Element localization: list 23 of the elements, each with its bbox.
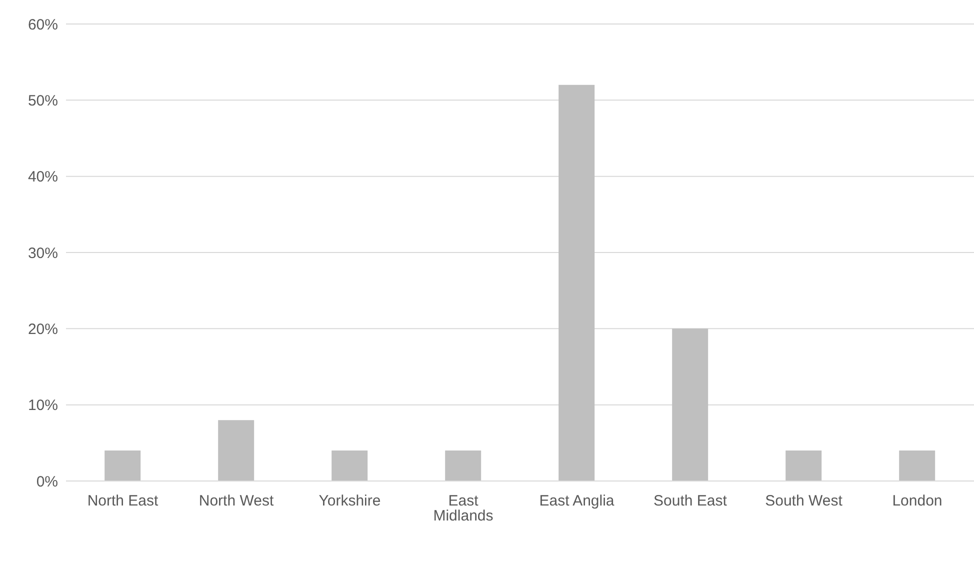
x-tick-label: South West <box>765 492 844 510</box>
y-tick-label: 40% <box>28 168 58 186</box>
bar <box>445 450 482 481</box>
bar <box>672 328 708 481</box>
bar <box>786 450 822 481</box>
bar <box>558 84 595 481</box>
x-tick-label: South East <box>654 492 728 510</box>
x-tick-label: East Anglia <box>539 492 615 510</box>
y-tick-label: 50% <box>28 92 58 110</box>
y-tick-label: 60% <box>28 16 58 34</box>
y-tick-label: 30% <box>28 244 58 262</box>
bar <box>899 450 936 481</box>
x-tick-label: East Midlands <box>433 492 494 525</box>
bar <box>332 450 368 481</box>
y-tick-label: 20% <box>28 320 58 338</box>
bar <box>104 450 141 481</box>
y-tick-label: 10% <box>28 397 58 414</box>
x-tick-label: Yorkshire <box>318 492 381 510</box>
x-tick-label: London <box>892 492 942 510</box>
bar <box>218 420 254 481</box>
y-tick-label: 0% <box>36 473 58 490</box>
x-tick-label: North West <box>198 492 274 510</box>
x-tick-label: North East <box>87 492 160 510</box>
